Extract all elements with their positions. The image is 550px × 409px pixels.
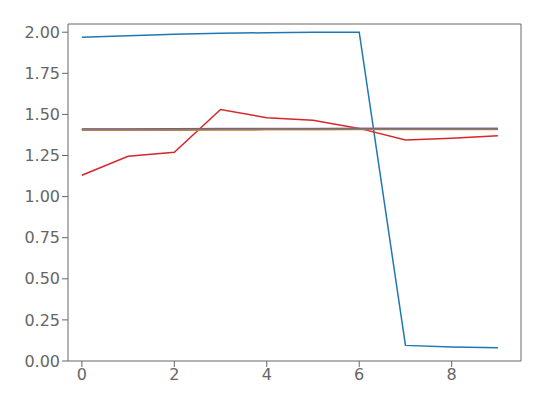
svg-text:6: 6 — [354, 365, 364, 384]
svg-text:1.75: 1.75 — [24, 64, 60, 83]
svg-text:4: 4 — [262, 365, 272, 384]
svg-text:0.25: 0.25 — [24, 311, 60, 330]
svg-text:0.75: 0.75 — [24, 228, 60, 247]
svg-text:0.50: 0.50 — [24, 269, 60, 288]
svg-text:0.00: 0.00 — [24, 352, 60, 371]
svg-text:1.00: 1.00 — [24, 187, 60, 206]
svg-text:1.25: 1.25 — [24, 146, 60, 165]
svg-text:0: 0 — [77, 365, 87, 384]
svg-text:8: 8 — [447, 365, 457, 384]
svg-text:2: 2 — [169, 365, 179, 384]
svg-text:2.00: 2.00 — [24, 23, 60, 42]
svg-text:1.50: 1.50 — [24, 105, 60, 124]
